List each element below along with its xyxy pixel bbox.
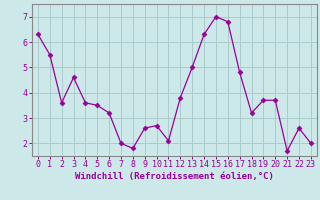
X-axis label: Windchill (Refroidissement éolien,°C): Windchill (Refroidissement éolien,°C): [75, 172, 274, 181]
